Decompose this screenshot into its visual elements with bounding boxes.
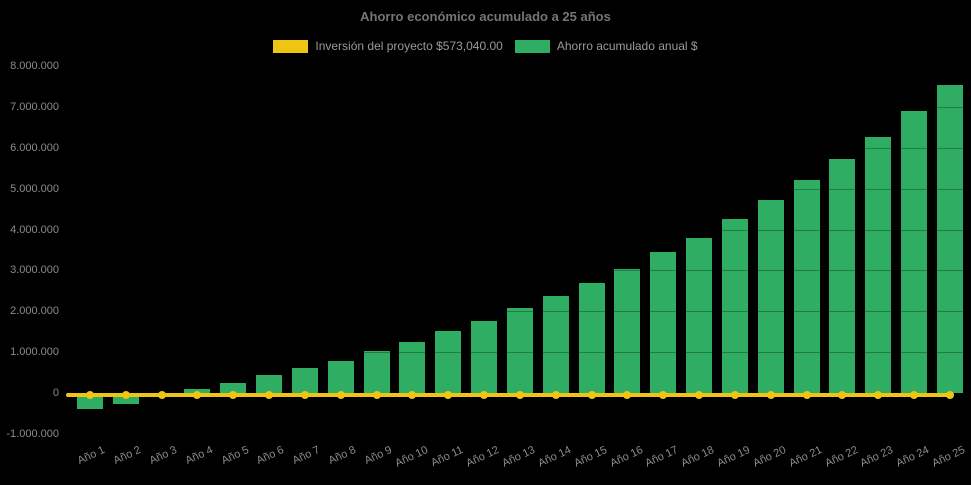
bar-ano-19[interactable] xyxy=(721,218,748,393)
x-tick-ano-16: Año 16 xyxy=(607,444,645,470)
bar-ano-13[interactable] xyxy=(506,308,533,393)
x-tick-ano-17: Año 17 xyxy=(643,444,681,470)
savings-legend-swatch xyxy=(514,39,550,53)
x-tick-ano-9: Año 9 xyxy=(362,444,394,468)
bar-ano-23[interactable] xyxy=(865,136,892,393)
investment-point-ano-21[interactable] xyxy=(802,391,811,400)
investment-point-ano-18[interactable] xyxy=(695,391,704,400)
x-tick-ano-19: Año 19 xyxy=(715,444,753,470)
x-tick-ano-24: Año 24 xyxy=(894,444,932,470)
investment-point-ano-10[interactable] xyxy=(408,391,417,400)
chart-legend: Inversión del proyecto $573,040.00 Ahorr… xyxy=(0,39,971,53)
investment-point-ano-20[interactable] xyxy=(766,391,775,400)
x-tick-ano-25: Año 25 xyxy=(930,444,967,470)
investment-point-ano-11[interactable] xyxy=(444,391,453,400)
investment-point-ano-19[interactable] xyxy=(730,391,739,400)
investment-legend-swatch xyxy=(273,39,309,53)
x-tick-ano-11: Año 11 xyxy=(429,444,466,470)
bar-ano-7[interactable] xyxy=(291,368,318,393)
legend-item-savings[interactable]: Ahorro acumulado anual $ xyxy=(514,39,698,53)
bar-ano-11[interactable] xyxy=(435,331,462,393)
bar-ano-10[interactable] xyxy=(399,342,426,393)
y-tick-label: 5.000.000 xyxy=(10,182,59,195)
gridline xyxy=(66,66,968,68)
x-tick-ano-14: Año 14 xyxy=(536,444,573,470)
bar-ano-6[interactable] xyxy=(256,375,283,393)
investment-point-ano-24[interactable] xyxy=(910,391,919,400)
investment-point-ano-25[interactable] xyxy=(945,391,954,400)
x-tick-ano-6: Año 6 xyxy=(255,444,287,468)
investment-line[interactable] xyxy=(66,393,953,398)
x-tick-ano-7: Año 7 xyxy=(290,444,323,468)
investment-point-ano-1[interactable] xyxy=(86,391,94,400)
investment-point-ano-15[interactable] xyxy=(587,391,596,400)
bar-ano-12[interactable] xyxy=(471,320,498,393)
x-tick-ano-23: Año 23 xyxy=(858,444,896,470)
x-tick-ano-22: Año 22 xyxy=(822,444,860,470)
x-tick-ano-2: Año 2 xyxy=(111,444,143,468)
bar-ano-20[interactable] xyxy=(757,200,784,393)
investment-point-ano-3[interactable] xyxy=(157,391,166,400)
bar-ano-9[interactable] xyxy=(363,351,390,393)
bar-ano-14[interactable] xyxy=(542,296,569,393)
y-tick-label: 8.000.000 xyxy=(10,60,59,73)
bar-ano-21[interactable] xyxy=(793,179,820,393)
investment-point-ano-22[interactable] xyxy=(838,391,847,400)
investment-legend-label: Inversión del proyecto $573,040.00 xyxy=(315,39,503,53)
x-tick-ano-20: Año 20 xyxy=(751,444,788,470)
investment-point-ano-7[interactable] xyxy=(300,391,309,400)
investment-point-ano-16[interactable] xyxy=(623,391,632,400)
bar-ano-24[interactable] xyxy=(901,110,928,393)
investment-point-ano-17[interactable] xyxy=(659,391,668,400)
x-tick-ano-4: Año 4 xyxy=(183,444,215,468)
bar-ano-22[interactable] xyxy=(829,158,856,393)
y-tick-label: -1.000.000 xyxy=(6,427,59,440)
x-tick-ano-8: Año 8 xyxy=(326,444,358,468)
legend-item-investment[interactable]: Inversión del proyecto $573,040.00 xyxy=(273,39,503,53)
savings-legend-label: Ahorro acumulado anual $ xyxy=(556,39,698,53)
y-tick-label: 4.000.000 xyxy=(10,223,59,236)
investment-point-ano-2[interactable] xyxy=(121,391,130,400)
investment-point-ano-8[interactable] xyxy=(336,391,345,400)
bar-ano-8[interactable] xyxy=(327,360,354,393)
bar-ano-25[interactable] xyxy=(936,84,963,393)
bar-ano-5[interactable] xyxy=(220,382,247,393)
y-tick-label: 2.000.000 xyxy=(10,305,59,318)
x-tick-ano-5: Año 5 xyxy=(219,444,251,468)
investment-point-ano-14[interactable] xyxy=(551,391,560,400)
investment-point-ano-9[interactable] xyxy=(372,391,381,400)
y-tick-label: 6.000.000 xyxy=(10,141,59,154)
bar-ano-16[interactable] xyxy=(614,268,641,393)
investment-point-ano-23[interactable] xyxy=(874,391,883,400)
gridline xyxy=(66,147,968,149)
x-tick-ano-15: Año 15 xyxy=(572,444,609,470)
chart-title: Ahorro económico acumulado a 25 años xyxy=(360,9,611,24)
bar-ano-4[interactable] xyxy=(184,388,211,393)
bar-ano-17[interactable] xyxy=(650,252,677,393)
x-tick-ano-1: Año 1 xyxy=(75,444,108,468)
investment-point-ano-13[interactable] xyxy=(515,391,524,400)
x-tick-ano-21: Año 21 xyxy=(787,444,824,470)
gridline xyxy=(66,433,968,435)
bar-ano-15[interactable] xyxy=(578,282,605,393)
y-tick-label: 7.000.000 xyxy=(10,101,59,114)
investment-point-ano-5[interactable] xyxy=(229,391,238,400)
bar-ano-1[interactable] xyxy=(77,393,103,410)
x-tick-ano-18: Año 18 xyxy=(679,444,717,470)
y-tick-label: 0 xyxy=(52,387,59,399)
y-tick-label: 1.000.000 xyxy=(10,346,59,359)
investment-point-ano-6[interactable] xyxy=(265,391,274,400)
x-tick-ano-10: Año 10 xyxy=(392,444,430,470)
gridline xyxy=(66,107,968,109)
bar-ano-18[interactable] xyxy=(686,237,713,393)
investment-point-ano-4[interactable] xyxy=(193,391,202,400)
y-tick-label: 3.000.000 xyxy=(10,264,59,277)
x-tick-ano-3: Año 3 xyxy=(147,444,179,468)
x-tick-ano-12: Año 12 xyxy=(464,444,502,470)
x-tick-ano-13: Año 13 xyxy=(500,444,538,470)
investment-point-ano-12[interactable] xyxy=(480,391,489,400)
